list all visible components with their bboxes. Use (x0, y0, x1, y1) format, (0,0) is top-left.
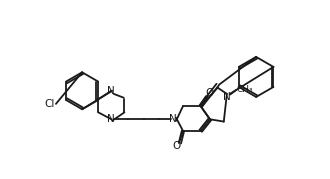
Text: N: N (223, 92, 231, 102)
Text: CH₃: CH₃ (237, 85, 253, 94)
Text: N: N (108, 86, 115, 96)
Text: O: O (206, 88, 214, 98)
Text: N: N (169, 114, 177, 124)
Text: O: O (172, 141, 180, 151)
Text: Cl: Cl (45, 99, 55, 109)
Text: N: N (108, 114, 115, 124)
